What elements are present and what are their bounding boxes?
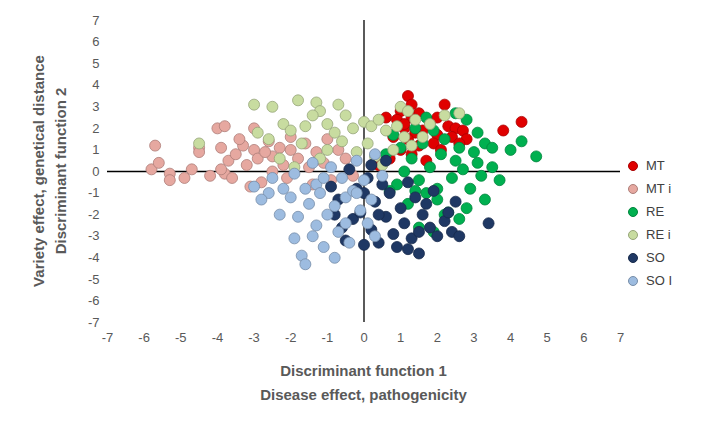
svg-text:6: 6 bbox=[580, 330, 587, 345]
svg-text:5: 5 bbox=[92, 56, 99, 71]
svg-text:-5: -5 bbox=[88, 272, 100, 287]
svg-text:-3: -3 bbox=[88, 228, 100, 243]
svg-text:1: 1 bbox=[397, 330, 404, 345]
svg-text:Discriminant function 1: Discriminant function 1 bbox=[280, 362, 447, 379]
svg-text:-4: -4 bbox=[212, 330, 224, 345]
svg-text:2: 2 bbox=[434, 330, 441, 345]
svg-text:-6: -6 bbox=[88, 293, 100, 308]
svg-text:Disease effect, pathogenicity: Disease effect, pathogenicity bbox=[260, 386, 467, 403]
svg-text:-7: -7 bbox=[102, 330, 114, 345]
html-text:MT: MT bbox=[646, 158, 665, 173]
svg-text:-2: -2 bbox=[285, 330, 297, 345]
svg-text:4: 4 bbox=[507, 330, 514, 345]
svg-text:3: 3 bbox=[92, 99, 99, 114]
svg-text:0: 0 bbox=[360, 330, 367, 345]
svg-text:2: 2 bbox=[92, 121, 99, 136]
svg-text:7: 7 bbox=[617, 330, 624, 345]
html-text:SO: SO bbox=[646, 250, 665, 265]
html-text:MT i: MT i bbox=[646, 181, 671, 196]
svg-text:-4: -4 bbox=[88, 250, 100, 265]
svg-text:Variety effect, genetical dist: Variety effect, genetical distance bbox=[30, 55, 47, 287]
svg-text:-5: -5 bbox=[175, 330, 187, 345]
svg-text:1: 1 bbox=[92, 142, 99, 157]
svg-text:4: 4 bbox=[92, 77, 99, 92]
html-text:RE i: RE i bbox=[646, 227, 671, 242]
html-text:SO I: SO I bbox=[646, 273, 672, 288]
svg-text:-3: -3 bbox=[248, 330, 260, 345]
svg-text:-2: -2 bbox=[88, 207, 100, 222]
html-text:RE: RE bbox=[646, 204, 665, 219]
svg-text:6: 6 bbox=[92, 34, 99, 49]
svg-text:Discriminant function 2: Discriminant function 2 bbox=[52, 88, 69, 255]
svg-text:-1: -1 bbox=[88, 185, 100, 200]
svg-text:-6: -6 bbox=[138, 330, 150, 345]
svg-text:7: 7 bbox=[92, 13, 99, 28]
svg-text:0: 0 bbox=[92, 164, 99, 179]
svg-text:-1: -1 bbox=[322, 330, 334, 345]
svg-text:5: 5 bbox=[544, 330, 551, 345]
svg-text:-7: -7 bbox=[88, 315, 100, 330]
svg-text:3: 3 bbox=[470, 330, 477, 345]
